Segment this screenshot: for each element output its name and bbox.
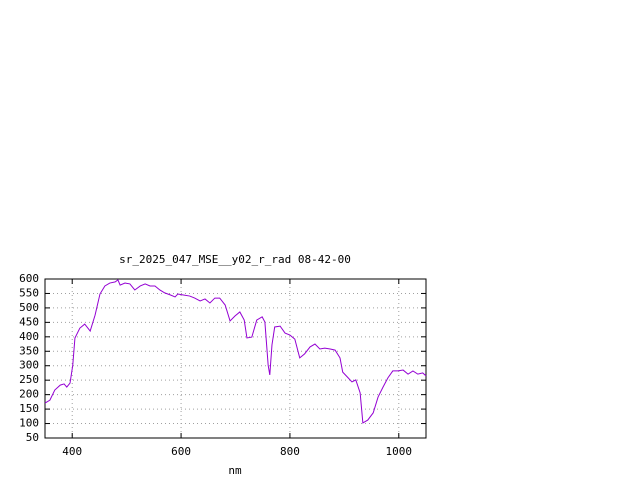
y-tick-label: 600	[19, 272, 39, 285]
y-tick-label: 150	[19, 402, 39, 415]
y-tick-label: 400	[19, 330, 39, 343]
x-axis-label: nm	[228, 464, 242, 477]
data-line	[44, 279, 427, 424]
y-tick-label: 350	[19, 344, 39, 357]
y-tick-label: 300	[19, 359, 39, 372]
plot-frame	[44, 278, 427, 439]
y-tick-label: 50	[26, 431, 39, 444]
y-tick-label: 100	[19, 417, 39, 430]
y-tick-label: 500	[19, 301, 39, 314]
x-tick-label: 400	[62, 445, 82, 458]
x-tick-label: 600	[171, 445, 191, 458]
chart-title: sr_2025_047_MSE__y02_r_rad 08-42-00	[119, 253, 351, 266]
y-tick-label: 450	[19, 315, 39, 328]
y-tick-label: 200	[19, 388, 39, 401]
x-tick-label: 1000	[386, 445, 413, 458]
x-tick-label: 800	[280, 445, 300, 458]
y-tick-label: 250	[19, 373, 39, 386]
y-tick-label: 550	[19, 286, 39, 299]
